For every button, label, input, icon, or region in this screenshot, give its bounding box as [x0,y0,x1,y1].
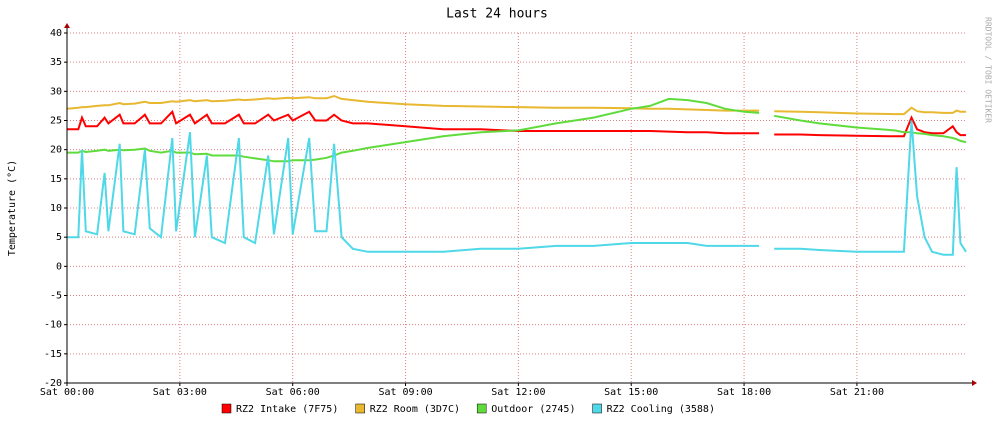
y-tick-label: -10 [44,320,62,331]
y-tick-label: -5 [50,291,62,302]
x-axis-arrow [972,380,977,386]
legend-swatch [592,403,602,414]
legend-swatch [476,403,487,414]
chart-title: Last 24 hours [446,7,548,22]
y-axis-label: Temperature (°C) [7,160,18,256]
data-line [67,109,966,138]
x-tick-label: Sat 12:00 [491,387,545,398]
legend-swatch [221,403,232,414]
y-tick-label: 15 [50,174,62,185]
y-tick-label: 0 [56,261,62,272]
watermark: RRDTOOL / TOBI OETIKER [984,17,993,123]
data-line [66,94,966,116]
x-tick-label: Sat 09:00 [378,387,432,398]
y-tick-label: -15 [44,349,62,360]
y-axis-arrow [64,23,70,28]
y-tick-label: 25 [50,116,62,127]
y-tick-label: 30 [50,86,62,97]
legend-label: RZ2 Intake (7F75) [236,404,338,415]
legend-label: Outdoor (2745) [491,404,575,415]
y-tick-label: 10 [50,203,62,214]
x-tick-label: Sat 00:00 [40,387,94,398]
legend-label: RZ2 Room (3D7C) [370,404,460,415]
legend-swatch [355,403,365,414]
data-line [67,97,967,163]
x-tick-label: Sat 21:00 [830,387,884,398]
x-tick-label: Sat 18:00 [717,387,771,398]
legend-label: RZ2 Cooling (3588) [607,404,715,415]
y-tick-label: 35 [50,57,62,68]
x-tick-label: Sat 03:00 [153,387,207,398]
y-tick-label: 40 [50,28,62,39]
x-tick-label: Sat 06:00 [266,387,320,398]
data-line [67,120,967,256]
y-tick-label: -20 [44,378,62,389]
x-tick-label: Sat 15:00 [604,387,658,398]
y-tick-label: 5 [56,232,62,243]
y-tick-label: 20 [50,145,62,156]
